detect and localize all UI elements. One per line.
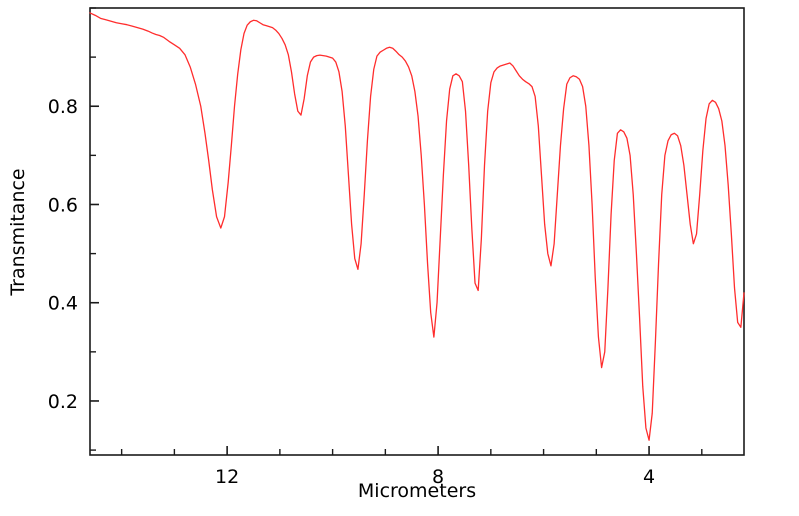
y-axis-title: Transmitance: [7, 168, 29, 296]
x-tick-label: 8: [432, 466, 444, 488]
plot-frame: [89, 7, 745, 456]
x-axis-ticks: [120, 446, 703, 455]
y-tick-label: 0.2: [48, 391, 78, 413]
x-tick-label: 12: [215, 466, 239, 488]
x-tick-labels: 12 8 4: [215, 466, 655, 488]
y-tick-label: 0.8: [48, 96, 78, 118]
y-tick-label: 0.4: [48, 293, 78, 315]
x-axis-title: Micrometers: [358, 480, 476, 502]
y-tick-labels: 0.2 0.4 0.6 0.8: [48, 96, 78, 413]
x-tick-label: 4: [643, 466, 655, 488]
spectrum-line: [89, 12, 745, 441]
y-tick-label: 0.6: [48, 194, 78, 216]
y-axis-ticks: [90, 7, 99, 451]
